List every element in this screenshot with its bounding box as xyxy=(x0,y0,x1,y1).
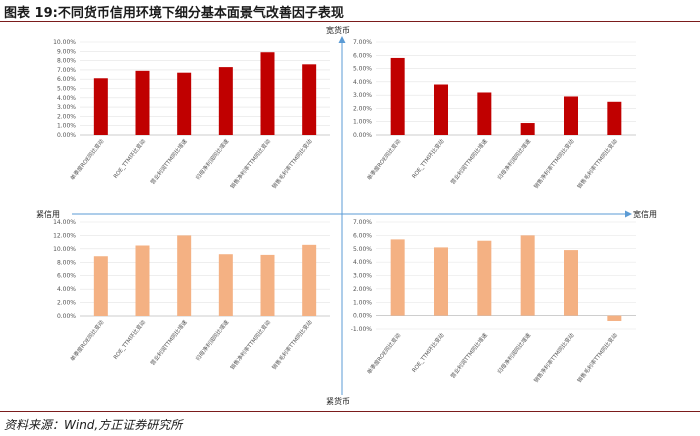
y-tick-label: 12.00% xyxy=(53,232,76,239)
bar-bottom-left-3 xyxy=(177,235,192,316)
category-label: 销售毛利率TTM同比变动 xyxy=(575,137,619,190)
footer-rule xyxy=(0,411,700,412)
bar-top-left-5 xyxy=(260,52,275,136)
bar-top-left-2 xyxy=(135,70,150,135)
y-tick-label: 7.00% xyxy=(353,39,372,46)
category-label: 归母净利润同比增速 xyxy=(495,331,532,375)
axis-label-right: 宽信用 xyxy=(633,209,657,219)
y-tick-label: -1.00% xyxy=(351,326,373,333)
y-tick-label: 9.00% xyxy=(57,48,76,55)
category-label: 营业利润TTM同比增速 xyxy=(449,137,490,186)
axis-label-top: 宽货币 xyxy=(326,25,350,35)
bar-bottom-left-4 xyxy=(218,254,233,316)
category-label: 归母净利润同比增速 xyxy=(194,318,231,362)
source-note: 资料来源：Wind,方正证券研究所 xyxy=(4,418,183,432)
chart-top-left: 0.00% 1.00% 2.00% 3.00% 4.00% 5.00% 6.00% 7.00%… xyxy=(53,39,330,190)
y-tick-label: 0.00% xyxy=(57,313,76,320)
y-tick-label: 6.00% xyxy=(57,273,76,280)
y-tick-label: 8.00% xyxy=(57,259,76,266)
category-label: 单季度ROE同比变动 xyxy=(68,318,105,363)
bar-top-right-2 xyxy=(434,84,448,135)
quadrant-panels: 0.00% 1.00% 2.00% 3.00% 4.00% 5.00% 6.00% 7.00%… xyxy=(53,39,636,384)
bar-bottom-left-2 xyxy=(135,245,150,316)
category-label: 销售净利率TTM同比变动 xyxy=(228,137,272,190)
category-label: 归母净利润同比增速 xyxy=(495,137,532,181)
chart-bottom-right: -1.00% 0.00% 1.00% 2.00% 3.00% 4.00% 5.00% 6.00… xyxy=(351,219,636,384)
y-tick-label: 1.00% xyxy=(57,123,76,130)
y-tick-label: 8.00% xyxy=(57,58,76,65)
y-tick-label: 4.00% xyxy=(353,259,372,266)
y-tick-label: 1.00% xyxy=(353,299,372,306)
chart-top-right: 0.00% 1.00% 2.00% 3.00% 4.00% 5.00% 6.00% 7.00%… xyxy=(353,39,636,190)
y-tick-label: 4.00% xyxy=(57,286,76,293)
axis-label-bottom: 紧货币 xyxy=(326,396,350,406)
category-label: ROE_TTM环比变动 xyxy=(410,331,446,374)
bar-bottom-right-1 xyxy=(390,239,405,316)
y-tick-label: 14.00% xyxy=(53,219,76,226)
category-label: 营业利润TTM同比增速 xyxy=(449,331,490,380)
y-tick-label: 5.00% xyxy=(353,246,372,253)
bar-top-right-1 xyxy=(390,57,405,135)
y-tick-label: 6.00% xyxy=(353,232,372,239)
bar-bottom-left-1 xyxy=(93,256,108,316)
y-tick-label: 3.00% xyxy=(353,92,372,99)
bar-top-right-3 xyxy=(477,92,492,135)
chart-bottom-left: 0.00% 2.00% 4.00% 6.00% 8.00% 10.00% 12.00% 14.… xyxy=(53,219,330,371)
category-label: 销售净利率TTM同比变动 xyxy=(532,137,576,190)
category-label: 销售净利率TTM同比变动 xyxy=(228,318,272,371)
category-label: ROE_TTM环比变动 xyxy=(410,137,446,180)
quadrant-chart: 0.00% 1.00% 2.00% 3.00% 4.00% 5.00% 6.00% 7.00%… xyxy=(36,25,657,406)
y-tick-label: 3.00% xyxy=(353,273,372,280)
y-tick-label: 10.00% xyxy=(53,39,76,46)
category-label: 归母净利润同比增速 xyxy=(194,137,231,181)
category-label: 销售毛利率TTM同比变动 xyxy=(575,331,619,384)
y-tick-label: 2.00% xyxy=(353,105,372,112)
category-label: 单季度ROE同比变动 xyxy=(365,331,402,376)
bar-bottom-right-3 xyxy=(477,240,492,316)
y-tick-label: 5.00% xyxy=(57,86,76,93)
y-tick-label: 6.00% xyxy=(353,52,372,59)
category-label: 销售毛利率TTM同比变动 xyxy=(270,318,314,371)
bar-top-left-4 xyxy=(218,67,233,135)
bar-bottom-right-6 xyxy=(607,315,622,321)
category-label: 销售毛利率TTM同比变动 xyxy=(270,137,314,190)
category-label: 营业利润TTM同比增速 xyxy=(148,137,189,186)
y-tick-label: 3.00% xyxy=(57,104,76,111)
bar-top-left-1 xyxy=(93,78,108,135)
y-tick-label: 0.00% xyxy=(57,132,76,139)
title-rule xyxy=(0,21,700,22)
bar-bottom-left-6 xyxy=(302,244,317,316)
bar-bottom-right-4 xyxy=(520,235,535,316)
category-label: ROE_TTM环比变动 xyxy=(111,318,147,361)
y-tick-label: 4.00% xyxy=(353,79,372,86)
axis-label-left: 紧信用 xyxy=(36,209,60,219)
y-tick-label: 5.00% xyxy=(353,66,372,73)
y-tick-label: 0.00% xyxy=(353,313,372,320)
y-tick-label: 2.00% xyxy=(353,286,372,293)
category-label: 单季度ROE同比变动 xyxy=(365,137,402,182)
y-tick-label: 10.00% xyxy=(53,246,76,253)
category-label: 单季度ROE同比变动 xyxy=(68,137,105,182)
bar-top-left-3 xyxy=(177,72,192,135)
y-tick-label: 6.00% xyxy=(57,76,76,83)
bar-bottom-right-2 xyxy=(434,247,448,316)
y-tick-label: 2.00% xyxy=(57,300,76,307)
y-tick-label: 1.00% xyxy=(353,119,372,126)
y-tick-label: 0.00% xyxy=(353,132,372,139)
category-label: 销售净利率TTM同比变动 xyxy=(532,331,576,384)
bar-top-right-6 xyxy=(607,101,622,135)
category-label: 营业利润TTM同比增速 xyxy=(148,318,189,367)
figure-title: 图表 19:不同货币信用环境下细分基本面景气改善因子表现 xyxy=(4,6,344,21)
y-tick-label: 7.00% xyxy=(57,67,76,74)
bar-top-left-6 xyxy=(302,64,317,135)
y-tick-label: 2.00% xyxy=(57,113,76,120)
y-tick-label: 4.00% xyxy=(57,95,76,102)
bar-bottom-left-5 xyxy=(260,254,275,316)
category-label: ROE_TTM环比变动 xyxy=(111,137,147,180)
bar-top-right-5 xyxy=(564,96,578,135)
y-tick-label: 7.00% xyxy=(353,219,372,226)
bar-top-right-4 xyxy=(520,123,535,135)
bar-bottom-right-5 xyxy=(564,250,578,316)
